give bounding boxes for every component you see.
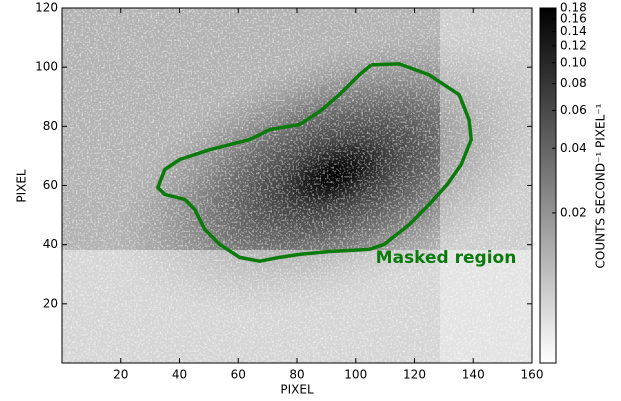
x-tick-label: 60 [231, 368, 246, 382]
x-tick-label: 40 [172, 368, 187, 382]
colorbar-tick-label: 0.10 [560, 55, 587, 69]
y-tick-label: 60 [43, 178, 58, 192]
colorbar-label: COUNTS SECOND⁻¹ PIXEL⁻¹ [594, 103, 608, 268]
contour-label: Masked region [376, 248, 517, 268]
y-axis-label: PIXEL [15, 169, 29, 203]
x-axis-label: PIXEL [280, 383, 314, 397]
y-tick-label: 40 [43, 237, 58, 251]
y-tick-label: 100 [35, 60, 58, 74]
colorbar-tick-label: 0.02 [560, 205, 587, 219]
masked-region-contour [156, 62, 473, 263]
y-tick-label: 80 [43, 119, 58, 133]
image [62, 8, 532, 363]
colorbar-tick-label: 0.14 [560, 24, 587, 38]
y-tick-label: 120 [35, 1, 58, 15]
x-tick-label: 100 [344, 368, 367, 382]
colorbar-tick-label: 0.12 [560, 38, 587, 52]
colorbar-tick-label: 0.06 [560, 103, 587, 117]
x-tick-label: 120 [403, 368, 426, 382]
x-tick-label: 20 [113, 368, 128, 382]
colorbar-tick-label: 0.04 [560, 141, 587, 155]
x-tick-label: 140 [462, 368, 485, 382]
colorbar-tick-label: 0.18 [560, 1, 587, 15]
colorbar-tick-label: 0.08 [560, 76, 587, 90]
colorbar [539, 7, 557, 364]
x-tick-label: 80 [289, 368, 304, 382]
colorbar-tick-label: 0.16 [560, 11, 587, 25]
x-tick-label: 160 [521, 368, 544, 382]
y-tick-label: 20 [43, 296, 58, 310]
